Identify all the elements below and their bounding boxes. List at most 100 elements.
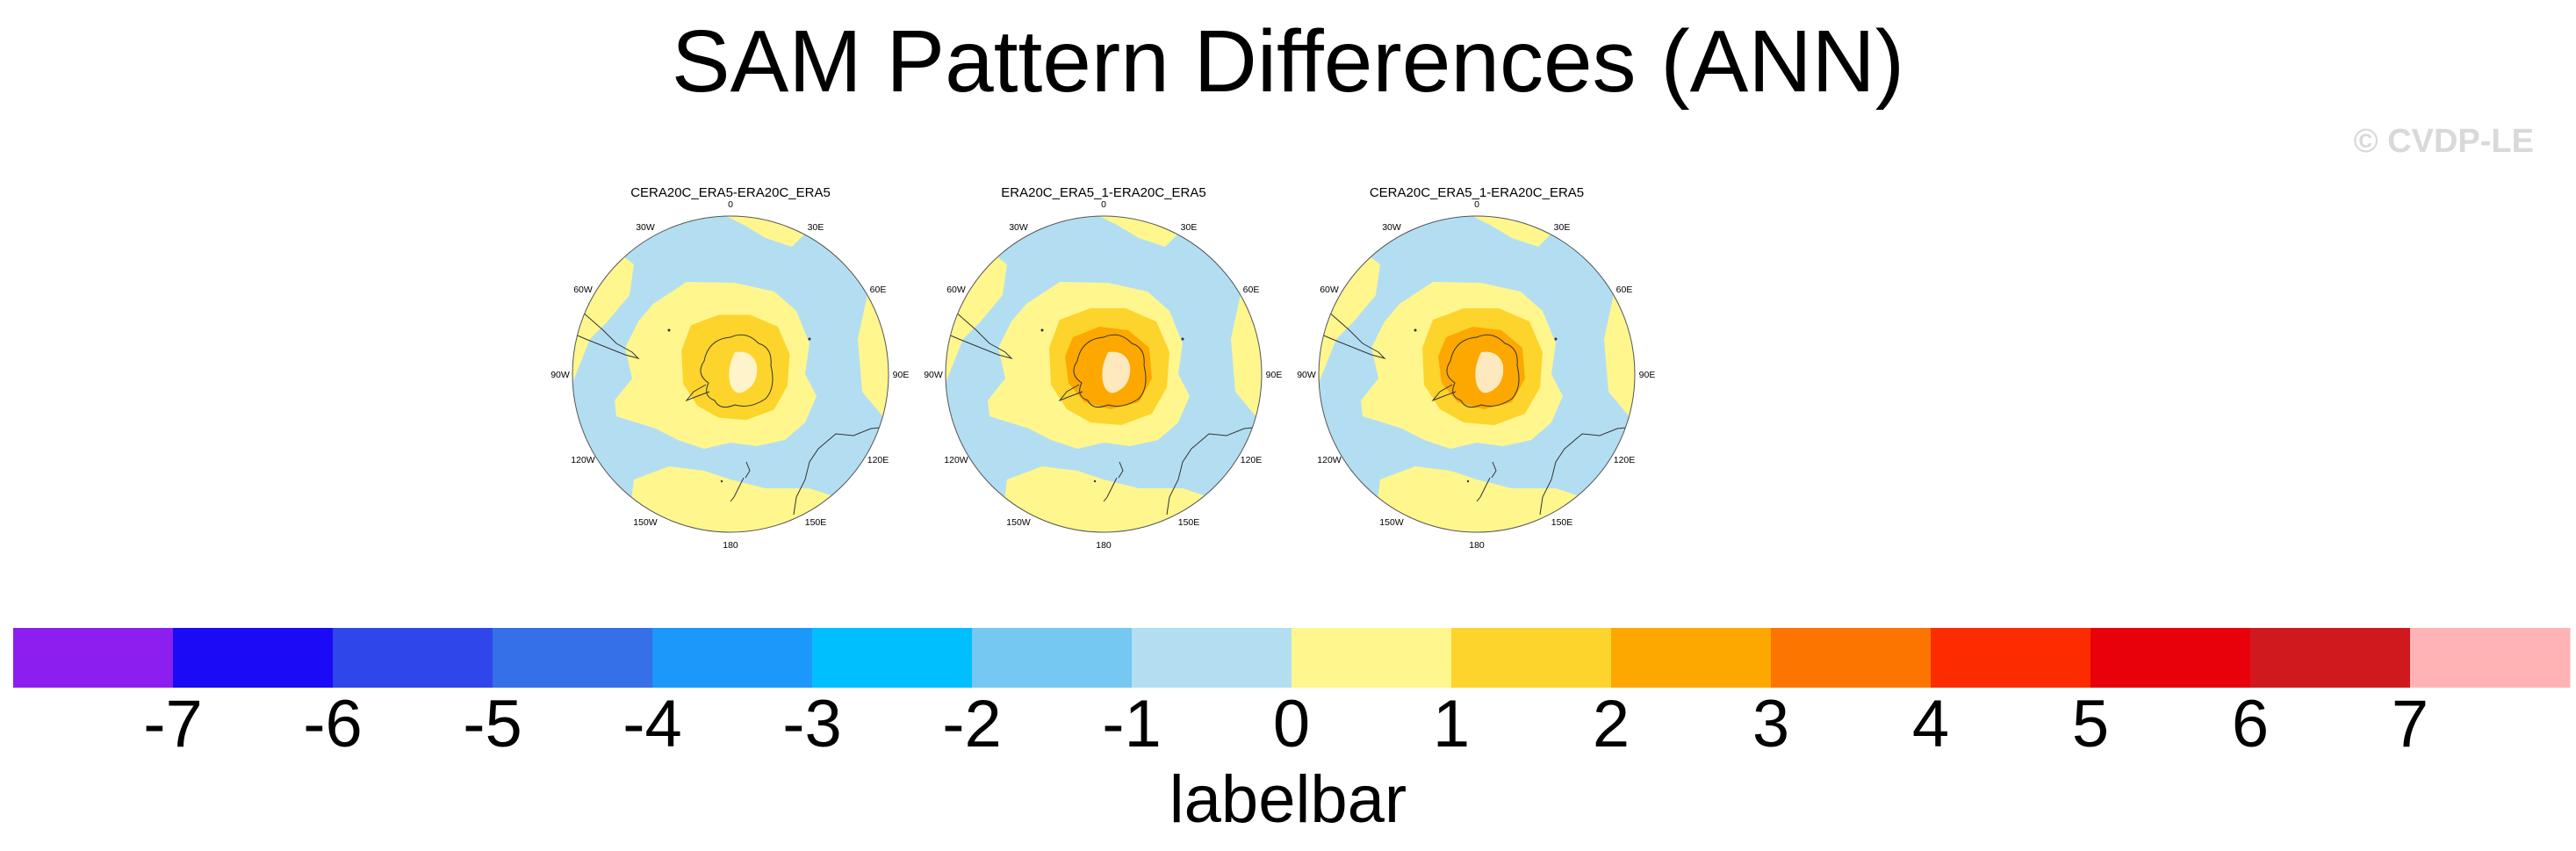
labelbar-tick-label: -7	[143, 687, 203, 755]
watermark: © CVDP-LE	[2353, 123, 2534, 160]
longitude-label: 180	[1469, 540, 1485, 551]
map-border	[572, 215, 889, 533]
longitude-label: 0	[1101, 199, 1106, 210]
longitude-label: 120E	[1614, 455, 1636, 465]
polar-map-1: 0 30E 60E 90E 120E 150E 180 150W 120W 90W 60W 30W	[550, 199, 909, 551]
field-pale-yellow-east	[1218, 242, 1262, 427]
south-america-coastline	[572, 301, 640, 359]
longitude-label: 30W	[1009, 222, 1028, 233]
labelbar-box	[2250, 628, 2411, 688]
map-title-1: CERA20C_ERA5-ERA20C_ERA5	[630, 185, 831, 200]
labelbar-tick-label: -5	[463, 687, 522, 755]
field-pale-yellow-east	[845, 242, 889, 427]
island-dot	[1093, 480, 1097, 483]
labelbar-tick-label: 4	[1912, 687, 1949, 755]
labelbar-tick-label: 7	[2392, 687, 2428, 755]
labelbar-box	[1132, 628, 1292, 688]
longitude-label: 30E	[1181, 222, 1198, 233]
longitude-label: 120W	[571, 455, 595, 465]
longitude-label: 120W	[1317, 455, 1342, 465]
longitude-label: 90W	[1297, 370, 1316, 380]
antarctica-coastline	[700, 334, 774, 408]
labelbar-box	[972, 628, 1133, 688]
antarctic-peninsula	[685, 384, 710, 402]
longitude-label: 90E	[1266, 370, 1283, 380]
new-zealand-coastline	[1103, 461, 1124, 502]
longitude-label: 90E	[893, 370, 910, 380]
field-pale-yellow-north	[1468, 216, 1565, 247]
labelbar-box	[2410, 628, 2571, 688]
antarctica-coastline	[1073, 334, 1147, 408]
page-title: SAM Pattern Differences (ANN)	[671, 12, 1905, 111]
island-dot	[808, 337, 811, 341]
longitude-label: 30W	[636, 222, 655, 233]
longitude-label: 30E	[1554, 222, 1571, 233]
labelbar-box	[652, 628, 813, 688]
labelbar-tick-label: 1	[1433, 687, 1470, 755]
longitude-label: 150W	[633, 517, 658, 528]
longitude-label: 150E	[1178, 517, 1200, 528]
map-title-3: CERA20C_ERA5_1-ERA20C_ERA5	[1369, 185, 1585, 200]
labelbar-tick-label: 0	[1273, 687, 1310, 755]
longitude-label: 120E	[1241, 455, 1263, 465]
labelbar-box	[812, 628, 973, 688]
island-dot	[1554, 337, 1558, 341]
ice-shelf-highlight	[729, 351, 758, 393]
longitude-label: 60W	[573, 285, 593, 295]
longitude-label: 60W	[1320, 285, 1339, 295]
longitude-label: 0	[728, 199, 733, 210]
map-field	[946, 216, 1262, 532]
island-dot	[1040, 328, 1044, 332]
labelbar-tick-label: -1	[1102, 687, 1162, 755]
labelbar-box	[1611, 628, 1772, 688]
longitude-label: 60E	[870, 285, 887, 295]
field-pale-yellow-north	[722, 216, 818, 247]
labelbar-box	[1292, 628, 1452, 688]
new-zealand-coastline	[1476, 461, 1497, 502]
island-dot	[1414, 328, 1417, 332]
africa-coastline	[1199, 216, 1232, 224]
longitude-label: 90E	[1639, 370, 1656, 380]
labelbar-tick-label: 6	[2232, 687, 2269, 755]
longitude-label: 120E	[867, 455, 889, 465]
antarctica-coastline	[1446, 334, 1520, 408]
longitude-label: 120W	[944, 455, 968, 465]
map-field	[1319, 216, 1635, 532]
labelbar-tick-label: 3	[1752, 687, 1789, 755]
island-dot	[1181, 337, 1184, 341]
labelbar-box	[1451, 628, 1612, 688]
longitude-label: 150E	[1551, 517, 1573, 528]
new-zealand-coastline	[730, 461, 751, 502]
labelbar-box	[173, 628, 334, 688]
polar-map-2: 0 30E 60E 90E 120E 150E 180 150W 120W 90W 60W 30W	[924, 199, 1282, 551]
labelbar-tick-label: -3	[782, 687, 842, 755]
labelbar-tick-label: -6	[303, 687, 363, 755]
australia-coastline	[1166, 424, 1262, 516]
south-america-coastline	[946, 301, 1013, 359]
australia-coastline	[793, 424, 889, 516]
labelbar: -7 -6 -5 -4 -3 -2 -1 0 1 2 3 4 5 6 7	[13, 628, 2571, 755]
labelbar-box	[493, 628, 653, 688]
map-field	[572, 216, 889, 532]
island-dot	[1466, 480, 1470, 483]
polar-map-3: 0 30E 60E 90E 120E 150E 180 150W 120W 90W 60W 30W	[1297, 199, 1655, 551]
labelbar-box	[333, 628, 493, 688]
longitude-label: 30E	[808, 222, 824, 233]
map-border	[945, 215, 1263, 533]
antarctic-peninsula	[1431, 384, 1457, 402]
longitude-label: 90W	[550, 370, 570, 380]
africa-coastline	[826, 216, 859, 224]
ice-shelf-highlight	[1102, 351, 1131, 393]
labelbar-box	[2090, 628, 2251, 688]
map-title-2: ERA20C_ERA5_1-ERA20C_ERA5	[1001, 185, 1206, 200]
longitude-label: 60E	[1243, 285, 1260, 295]
labelbar-box	[1931, 628, 2091, 688]
labelbar-title: labelbar	[1169, 762, 1407, 837]
labelbar-box	[1771, 628, 1932, 688]
longitude-label: 60W	[946, 285, 966, 295]
longitude-label: 60E	[1616, 285, 1633, 295]
longitude-label: 150E	[805, 517, 827, 528]
labelbar-tick-label: -4	[622, 687, 682, 755]
labelbar-tick-label: 2	[1593, 687, 1630, 755]
south-america-coastline	[1319, 301, 1386, 359]
